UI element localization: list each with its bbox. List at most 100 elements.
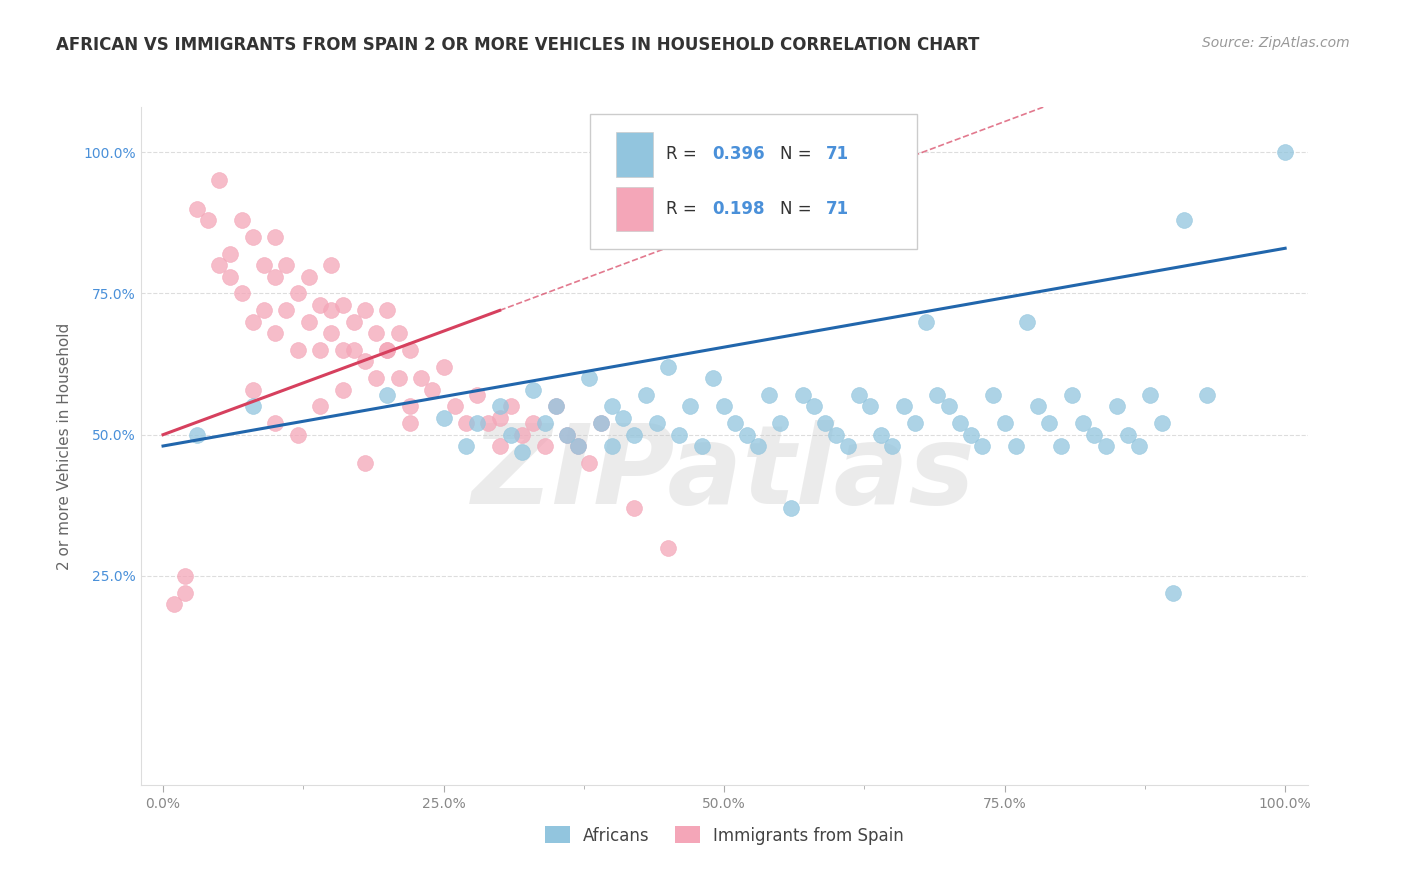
Point [354,456,377,470]
Point [510,444,533,458]
Point [735,427,758,442]
Point [657,541,679,555]
Point [578,371,600,385]
Point [1071,417,1094,431]
Point [264,417,287,431]
Point [555,427,578,442]
Point [904,417,927,431]
Point [870,427,893,442]
Point [298,315,321,329]
Point [354,303,377,318]
Point [1026,400,1049,414]
Point [287,343,309,357]
Point [803,400,825,414]
Point [769,417,792,431]
Point [1139,388,1161,402]
Point [1094,439,1116,453]
Text: Source: ZipAtlas.com: Source: ZipAtlas.com [1202,36,1350,50]
Point [298,269,321,284]
Point [1150,417,1173,431]
Point [231,286,253,301]
Point [219,269,242,284]
Point [589,417,612,431]
Point [702,371,724,385]
Point [264,326,287,340]
Point [780,501,803,516]
Point [555,427,578,442]
Point [792,388,814,402]
Text: R =: R = [666,145,702,163]
Point [814,417,837,431]
Point [321,258,343,272]
Point [994,417,1017,431]
Point [522,383,544,397]
Legend: Africans, Immigrants from Spain: Africans, Immigrants from Spain [538,820,910,851]
Point [411,371,433,385]
Point [623,501,645,516]
Point [208,258,231,272]
Point [578,456,600,470]
Point [186,202,208,216]
Point [454,417,477,431]
Point [377,388,399,402]
Point [1015,315,1038,329]
Point [242,315,264,329]
Point [366,371,388,385]
Point [242,383,264,397]
Point [679,400,702,414]
Point [377,343,399,357]
Point [264,230,287,244]
Point [1049,439,1071,453]
Point [499,427,522,442]
Point [544,400,567,414]
Point [1060,388,1083,402]
Text: AFRICAN VS IMMIGRANTS FROM SPAIN 2 OR MORE VEHICLES IN HOUSEHOLD CORRELATION CHA: AFRICAN VS IMMIGRANTS FROM SPAIN 2 OR MO… [56,36,980,54]
Point [882,439,904,453]
Point [432,410,454,425]
Point [197,213,219,227]
Point [354,354,377,368]
Point [208,173,231,187]
Point [399,417,422,431]
Point [1116,427,1139,442]
Point [567,439,589,453]
Text: 0.198: 0.198 [713,200,765,218]
Point [219,247,242,261]
Point [399,343,422,357]
Point [713,400,735,414]
Point [1274,145,1296,160]
FancyBboxPatch shape [616,186,652,231]
Point [388,326,411,340]
Point [174,586,197,600]
Point [1161,586,1184,600]
Point [343,315,366,329]
Point [972,439,994,453]
Point [724,417,747,431]
Point [488,410,510,425]
Point [1195,388,1218,402]
Point [960,427,983,442]
Point [848,388,870,402]
Point [309,343,332,357]
Point [1038,417,1060,431]
Point [422,383,444,397]
Point [747,439,769,453]
Point [938,400,960,414]
Point [309,298,332,312]
Point [567,439,589,453]
Point [186,427,208,442]
Point [1005,439,1028,453]
Point [377,303,399,318]
Point [264,269,287,284]
Point [623,427,645,442]
Point [645,417,668,431]
Point [377,343,399,357]
Point [634,388,657,402]
Point [949,417,972,431]
Point [477,417,499,431]
Point [276,303,298,318]
Point [332,298,354,312]
Point [321,303,343,318]
Point [343,343,366,357]
Point [1083,427,1105,442]
